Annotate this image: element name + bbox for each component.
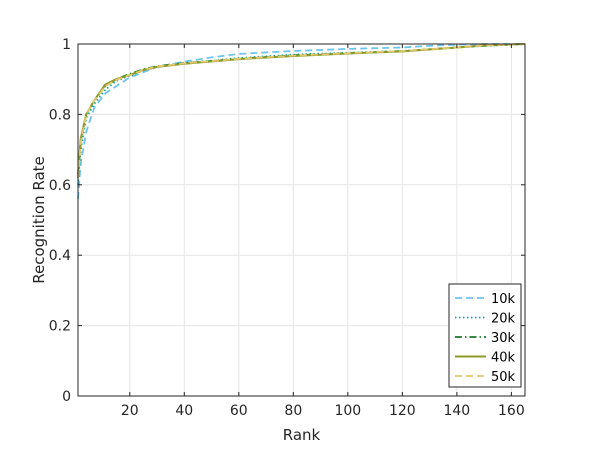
legend-label-20k: 20k: [491, 312, 516, 327]
series-line-10k: [77, 43, 525, 199]
y-tick-label: 1: [62, 37, 71, 53]
plot-frame: [77, 43, 526, 397]
legend-label-50k: 50k: [491, 370, 516, 385]
series-layer: [77, 43, 526, 199]
x-tick-label: 140: [443, 403, 470, 419]
y-axis-label: Recognition Rate: [30, 156, 48, 284]
x-tick-label: 100: [334, 403, 361, 419]
y-tick-label: 0: [62, 389, 71, 405]
legend-label-10k: 10k: [491, 292, 516, 307]
x-axis-label: Rank: [283, 426, 321, 444]
legend-label-30k: 30k: [491, 331, 516, 346]
x-tick-label: 120: [389, 403, 416, 419]
y-tick-label: 0.6: [49, 178, 71, 194]
legend-label-40k: 40k: [491, 351, 516, 366]
x-tick-label: 80: [284, 403, 302, 419]
x-tick-label: 40: [175, 403, 193, 419]
x-tick-label: 20: [121, 403, 139, 419]
y-tick-label: 0.8: [49, 107, 71, 123]
x-tick-label: 60: [230, 403, 248, 419]
y-ticks: 0 0.2 0.4 0.6 0.8 1: [49, 37, 525, 405]
legend-box: [448, 283, 522, 388]
legend: 10k 20k 30k 40k 50k: [448, 283, 522, 388]
y-tick-label: 0.2: [49, 319, 71, 335]
x-ticks: 20 40 60 80 100 120 140 160: [121, 44, 525, 419]
y-tick-label: 0.4: [49, 248, 71, 264]
x-tick-label: 160: [498, 403, 525, 419]
series-line-40k: [77, 43, 526, 175]
